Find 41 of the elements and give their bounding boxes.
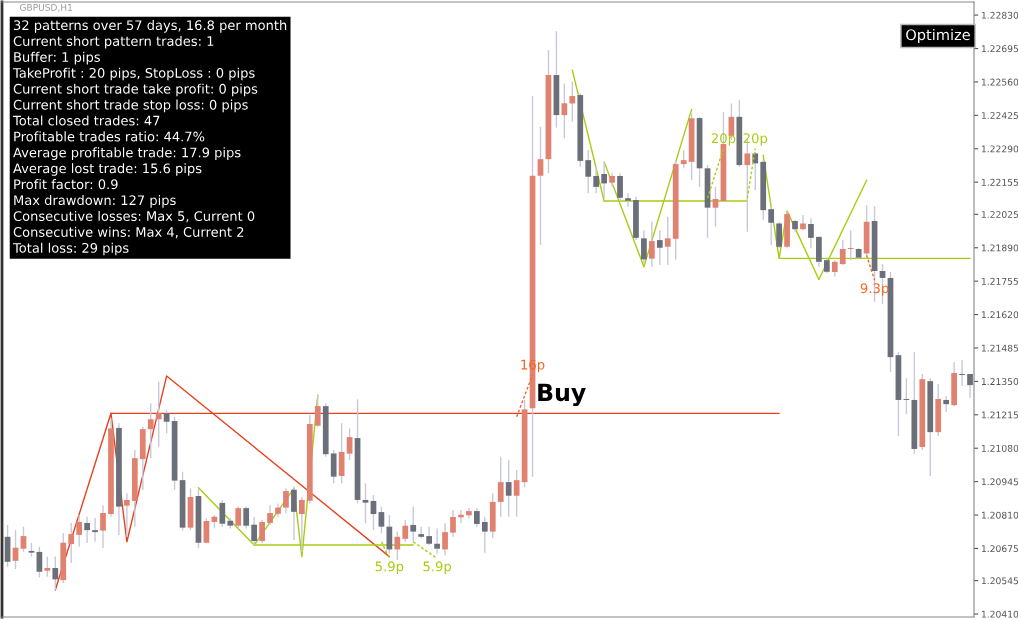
y-tick-label: 1.21755 (981, 277, 1018, 285)
annotation: Profit factor: 0.9 (14, 179, 118, 190)
y-tick-label: 1.20410 (981, 610, 1018, 618)
y-tick-label: 1.20945 (981, 478, 1018, 486)
y-tick-label: 1.21080 (981, 444, 1018, 452)
y-tick-label: 1.22560 (981, 78, 1018, 86)
annotation: Average profitable trade: 17.9 pips (13, 147, 241, 160)
y-tick-label: 1.22425 (981, 112, 1018, 119)
annotation: Consecutive losses: Max 5, Current 0 (13, 210, 255, 223)
annotation: Current short pattern trades: 1 (13, 35, 214, 49)
annotation: Current short trade stop loss: 0 pips (13, 99, 248, 113)
annotation: Current short trade take profit: 0 pips (13, 83, 258, 97)
y-tick-label: 1.20675 (981, 545, 1018, 553)
annotation: 20p (743, 133, 768, 146)
y-tick-label: 1.22830 (981, 11, 1018, 19)
annotation: 32 patterns over 57 days, 16.8 per month (14, 20, 287, 33)
annotation: Total loss: 29 pips (12, 242, 129, 256)
chart-title: GBPUSD,H1 (20, 4, 72, 12)
annotation: 5.9p (375, 561, 404, 574)
annotation: 20p (711, 133, 736, 146)
annotation: Optimize (906, 28, 970, 44)
y-tick-label: 1.22290 (981, 145, 1018, 153)
y-tick-label: 1.21620 (981, 311, 1018, 319)
annotation: Max drawdown: 127 pips (14, 195, 176, 208)
y-tick-label: 1.20810 (981, 511, 1018, 519)
y-tick-label: 1.21215 (981, 411, 1018, 419)
y-tick-label: 1.22695 (981, 45, 1018, 53)
annotation: Total closed trades: 47 (12, 115, 160, 126)
y-tick-label: 1.21350 (981, 378, 1018, 386)
annotation: Buy (538, 383, 586, 406)
y-tick-label: 1.21890 (981, 244, 1018, 252)
annotation: Average lost trade: 15.6 pips (13, 163, 202, 176)
annotation: Consecutive wins: Max 4, Current 2 (13, 226, 244, 239)
y-tick-label: 1.22025 (981, 211, 1018, 218)
y-tick-label: 1.20545 (981, 577, 1018, 585)
annotation: Profitable trades ratio: 44.7% (14, 131, 205, 142)
annotation: TakeProfit : 20 pips, StopLoss : 0 pips (12, 67, 255, 81)
annotation: 5.9p (423, 561, 452, 574)
y-tick-label: 1.22155 (981, 178, 1018, 186)
y-tick-label: 1.21485 (981, 344, 1018, 352)
annotation: Buffer: 1 pips (14, 51, 100, 65)
